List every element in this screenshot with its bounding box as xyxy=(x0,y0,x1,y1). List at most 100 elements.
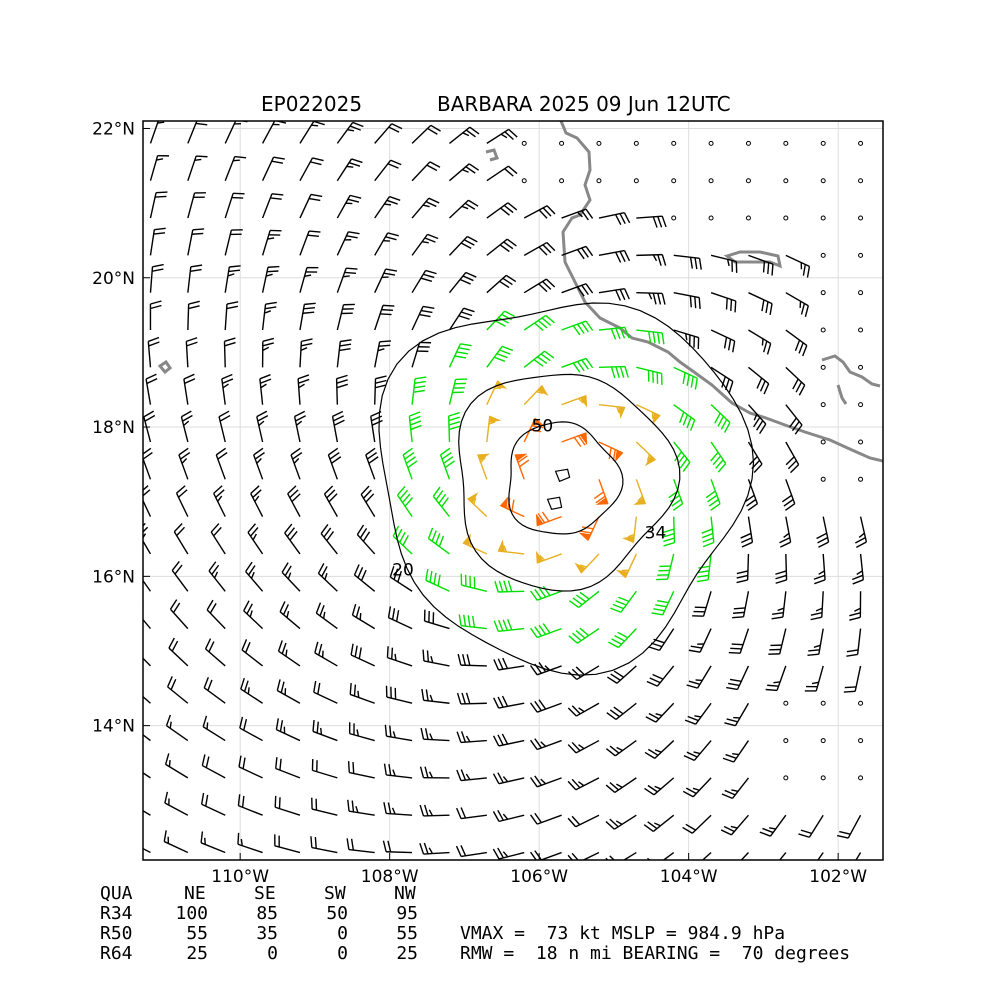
barb-feather xyxy=(539,555,546,561)
calm-marker xyxy=(858,402,864,408)
wind-barb xyxy=(449,126,480,144)
michoacan-coastline xyxy=(821,354,881,405)
map-grid xyxy=(143,121,883,860)
barb-feather xyxy=(312,157,324,162)
barb-feather xyxy=(792,378,799,390)
barb-feather xyxy=(292,451,303,460)
barb-feather xyxy=(458,347,470,351)
wind-barb xyxy=(486,128,518,144)
barb-feather xyxy=(300,347,308,352)
barb-feather xyxy=(275,718,280,730)
wind-barb xyxy=(347,761,375,779)
wind-barb xyxy=(633,479,646,505)
barb-staff xyxy=(740,852,749,860)
barb-feather xyxy=(260,378,272,384)
barb-feather xyxy=(347,128,355,132)
wind-barb xyxy=(561,432,588,448)
barb-feather xyxy=(465,773,471,781)
wind-barb xyxy=(448,307,475,331)
barb-feather xyxy=(687,715,699,722)
barb-feather xyxy=(258,420,265,426)
barb-staff xyxy=(855,852,862,860)
barb-feather xyxy=(789,417,797,428)
barb-feather xyxy=(624,288,630,300)
barb-feather xyxy=(585,246,594,257)
barb-feather xyxy=(605,821,615,830)
barb-feather xyxy=(585,283,594,294)
barb-feather xyxy=(383,763,387,776)
barb-feather xyxy=(351,800,355,812)
barb-feather xyxy=(195,122,208,126)
barb-feather xyxy=(435,533,441,545)
barb-feather xyxy=(357,567,364,579)
barb-feather xyxy=(540,778,547,785)
barb-feather xyxy=(581,284,589,296)
barb-feather xyxy=(498,580,504,593)
barb-feather xyxy=(227,273,235,277)
barb-feather xyxy=(844,686,857,689)
barb-feather xyxy=(391,123,403,130)
barb-feather xyxy=(753,416,761,428)
r64-ne: 25 xyxy=(186,943,208,964)
barb-feather xyxy=(303,307,316,310)
wind-barb xyxy=(261,121,287,144)
barb-feather xyxy=(501,695,509,707)
barb-feather xyxy=(852,579,864,585)
barb-feather xyxy=(459,278,471,285)
wind-barb xyxy=(411,341,432,368)
barb-feather xyxy=(183,420,190,427)
barb-feather xyxy=(576,361,585,372)
barb-feather xyxy=(502,813,509,820)
barb-feather xyxy=(460,343,472,347)
barb-feather xyxy=(855,536,866,544)
barb-feather xyxy=(732,611,745,614)
barb-feather xyxy=(392,731,397,738)
barb-feather xyxy=(648,292,653,300)
barb-staff xyxy=(143,657,151,667)
barb-feather xyxy=(460,311,473,317)
barb-feather xyxy=(661,215,667,228)
wind-barb xyxy=(720,814,749,836)
storm-id-title: EP022025 xyxy=(261,92,363,116)
wind-barbs xyxy=(138,121,868,860)
barb-feather xyxy=(457,653,462,666)
barb-feather xyxy=(775,579,787,584)
barb-feather xyxy=(377,348,385,352)
barb-feather xyxy=(730,825,738,829)
barb-feather xyxy=(419,766,425,778)
barb-feather xyxy=(538,246,548,256)
wind-barb xyxy=(385,685,413,704)
barb-feather xyxy=(462,275,474,282)
barb-feather xyxy=(688,680,701,685)
barb-feather xyxy=(287,485,297,495)
wind-barb xyxy=(855,852,862,860)
barb-feather xyxy=(365,493,375,503)
barb-feather xyxy=(138,568,141,574)
wind-barb xyxy=(299,121,325,144)
wind-barb xyxy=(422,649,450,667)
barb-pennant xyxy=(614,449,624,463)
barb-feather xyxy=(289,530,298,541)
barb-feather xyxy=(798,342,804,354)
barb-feather xyxy=(274,121,287,124)
barb-feather xyxy=(384,203,392,206)
barb-feather xyxy=(575,630,586,639)
barb-feather xyxy=(150,304,162,310)
wind-barb xyxy=(314,641,338,667)
barb-feather xyxy=(270,197,282,200)
barb-feather xyxy=(328,493,338,503)
wind-barb xyxy=(696,553,712,583)
wind-barb xyxy=(785,441,800,474)
wind-barb xyxy=(374,232,399,256)
barb-feather xyxy=(698,258,702,270)
barb-feather xyxy=(463,307,475,313)
calm-marker xyxy=(820,700,826,706)
wind-barb xyxy=(396,485,414,518)
barb-feather xyxy=(213,526,222,537)
barb-feather xyxy=(644,751,656,759)
barb-feather xyxy=(402,447,413,456)
table-header-nw: NW xyxy=(394,883,416,904)
barb-feather xyxy=(168,759,171,767)
barb-feather xyxy=(627,533,635,538)
